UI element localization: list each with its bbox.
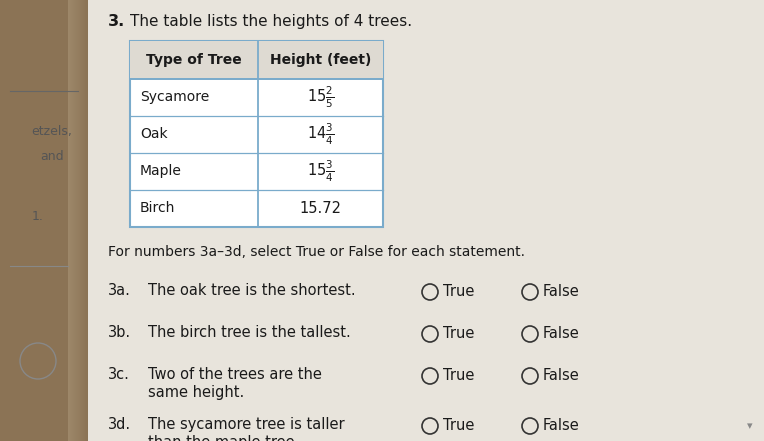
Bar	[87, 0, 88, 441]
Text: Oak: Oak	[140, 127, 167, 142]
Bar	[69, 0, 70, 441]
Text: Sycamore: Sycamore	[140, 90, 209, 105]
Text: Height (feet): Height (feet)	[270, 53, 371, 67]
Bar	[71, 0, 72, 441]
Text: etzels,: etzels,	[31, 124, 73, 138]
Text: $15\frac{2}{5}$: $15\frac{2}{5}$	[307, 85, 334, 110]
Bar	[86, 0, 87, 441]
Text: 3b.: 3b.	[108, 325, 131, 340]
Bar	[77, 0, 78, 441]
Text: True: True	[443, 369, 474, 384]
Text: Maple: Maple	[140, 164, 182, 179]
Text: The birch tree is the tallest.: The birch tree is the tallest.	[148, 325, 351, 340]
Bar	[83, 0, 84, 441]
Text: The oak tree is the shortest.: The oak tree is the shortest.	[148, 283, 355, 298]
Text: 15.72: 15.72	[299, 201, 342, 216]
Text: The table lists the heights of 4 trees.: The table lists the heights of 4 trees.	[130, 14, 412, 29]
Text: False: False	[543, 369, 580, 384]
Bar	[85, 0, 86, 441]
Bar	[78, 0, 79, 441]
Bar	[130, 41, 383, 79]
Text: Two of the trees are the: Two of the trees are the	[148, 367, 322, 382]
Bar	[72, 0, 73, 441]
Bar	[79, 0, 80, 441]
Text: True: True	[443, 284, 474, 299]
Text: 3d.: 3d.	[108, 417, 131, 432]
Text: 3a.: 3a.	[108, 283, 131, 298]
Text: True: True	[443, 326, 474, 341]
Text: True: True	[443, 419, 474, 434]
Bar	[74, 0, 75, 441]
Bar	[73, 0, 74, 441]
Bar	[84, 0, 85, 441]
Bar	[68, 0, 69, 441]
Text: False: False	[543, 419, 580, 434]
Bar	[70, 0, 71, 441]
Text: $15\frac{3}{4}$: $15\frac{3}{4}$	[307, 159, 334, 184]
Bar	[0, 0, 88, 441]
Text: 3c.: 3c.	[108, 367, 130, 382]
Text: $14\frac{3}{4}$: $14\frac{3}{4}$	[307, 122, 334, 147]
Bar	[80, 0, 81, 441]
Text: ▾: ▾	[747, 421, 753, 431]
Text: than the maple tree.: than the maple tree.	[148, 435, 299, 441]
Text: 1.: 1.	[32, 209, 44, 223]
Bar	[75, 0, 76, 441]
Bar	[82, 0, 83, 441]
Text: Birch: Birch	[140, 202, 176, 216]
Bar	[76, 0, 77, 441]
Text: same height.: same height.	[148, 385, 244, 400]
Bar	[88, 0, 764, 441]
Text: For numbers 3a–3d, select True or False for each statement.: For numbers 3a–3d, select True or False …	[108, 245, 525, 259]
Text: False: False	[543, 284, 580, 299]
Text: 3.: 3.	[108, 14, 125, 29]
Text: False: False	[543, 326, 580, 341]
Text: and: and	[40, 149, 64, 162]
Bar	[81, 0, 82, 441]
Text: The sycamore tree is taller: The sycamore tree is taller	[148, 417, 345, 432]
Bar	[130, 41, 383, 227]
Text: Type of Tree: Type of Tree	[146, 53, 242, 67]
